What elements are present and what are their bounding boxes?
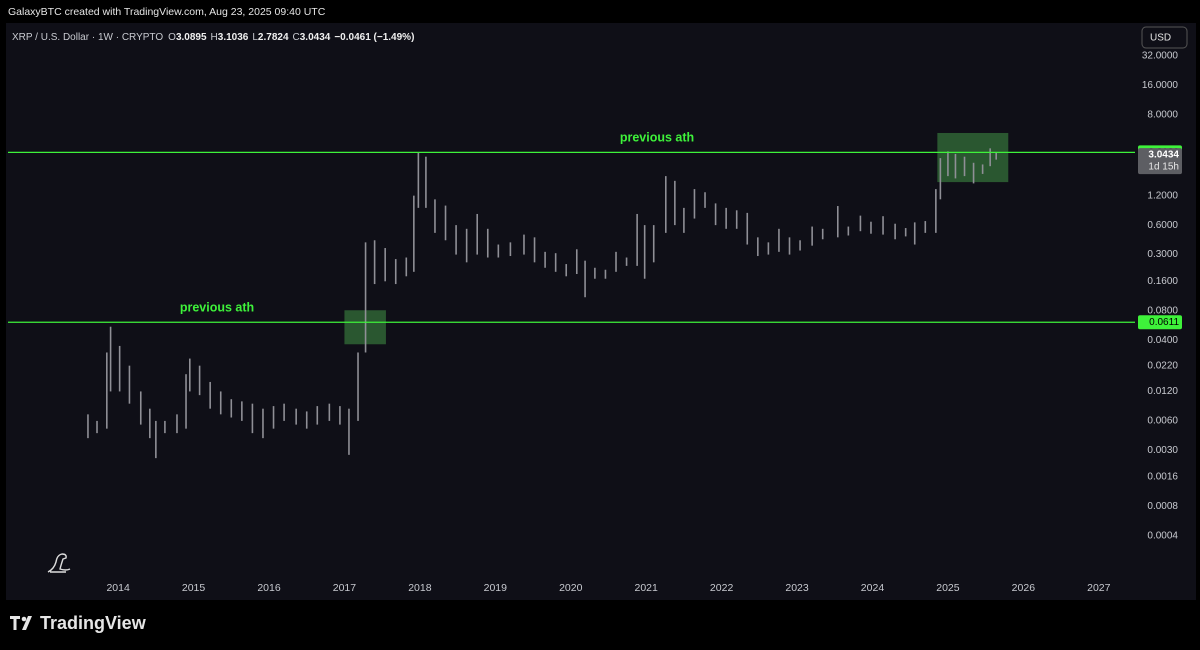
y-tick-label: 0.0008 bbox=[1147, 501, 1178, 512]
x-tick-label: 2019 bbox=[484, 582, 508, 594]
x-tick-label: 2017 bbox=[333, 582, 357, 594]
x-tick-label: 2014 bbox=[106, 582, 130, 594]
x-tick-label: 2021 bbox=[635, 582, 659, 594]
countdown-label: 1d 15h bbox=[1148, 162, 1179, 173]
x-tick-label: 2022 bbox=[710, 582, 734, 594]
x-tick-label: 2015 bbox=[182, 582, 206, 594]
last-price-label: 3.0434 bbox=[1148, 150, 1179, 161]
level-annotation: previous ath bbox=[620, 131, 694, 145]
x-tick-label: 2025 bbox=[936, 582, 960, 594]
legend-key: H bbox=[211, 32, 218, 43]
y-tick-label: 0.6000 bbox=[1147, 220, 1178, 231]
y-tick-label: 8.0000 bbox=[1147, 110, 1178, 121]
y-tick-label: 0.0120 bbox=[1147, 386, 1178, 397]
y-tick-label: 0.0004 bbox=[1147, 531, 1178, 542]
legend-key: O bbox=[168, 32, 176, 43]
level-price-label: 0.0611 bbox=[1149, 317, 1179, 328]
credit: GalaxyBTC created with TradingView.com, … bbox=[8, 6, 326, 18]
x-tick-label: 2020 bbox=[559, 582, 583, 594]
legend: XRP / U.S. Dollar · 1W · CRYPTO O3.0895 H3… bbox=[12, 32, 414, 43]
brand-name: TradingView bbox=[40, 613, 147, 633]
y-tick-label: 0.0016 bbox=[1147, 472, 1178, 483]
legend-key: C bbox=[293, 32, 300, 43]
y-tick-label: 0.0060 bbox=[1147, 416, 1178, 427]
y-tick-label: 32.0000 bbox=[1142, 51, 1179, 62]
brand-icon-dot bbox=[21, 616, 27, 622]
brand-icon bbox=[10, 616, 32, 630]
y-tick-label: 1.2000 bbox=[1147, 190, 1178, 201]
x-tick-label: 2016 bbox=[257, 582, 281, 594]
y-tick-label: 0.0800 bbox=[1147, 305, 1178, 316]
legend-value: 3.0895 bbox=[176, 32, 207, 43]
x-tick-label: 2023 bbox=[785, 582, 809, 594]
y-tick-label: 0.3000 bbox=[1147, 249, 1178, 260]
y-tick-label: 0.0030 bbox=[1147, 445, 1178, 456]
watermark-icon bbox=[47, 553, 71, 573]
currency-label[interactable]: USD bbox=[1150, 33, 1171, 44]
legend-change: −0.0461 (−1.49%) bbox=[334, 32, 414, 43]
y-tick-label: 0.0400 bbox=[1147, 335, 1178, 346]
legend-value: 3.1036 bbox=[218, 32, 249, 43]
legend-value: 2.7824 bbox=[258, 32, 289, 43]
brand-logo bbox=[10, 616, 32, 630]
legend-symbol: XRP / U.S. Dollar · 1W · CRYPTO bbox=[12, 32, 163, 43]
x-tick-label: 2024 bbox=[861, 582, 885, 594]
level-price-tag bbox=[1138, 315, 1182, 330]
y-tick-label: 0.1600 bbox=[1147, 276, 1178, 287]
x-tick-label: 2018 bbox=[408, 582, 432, 594]
x-tick-label: 2026 bbox=[1012, 582, 1036, 594]
chart-pane bbox=[6, 23, 1196, 600]
legend-key: L bbox=[252, 32, 258, 43]
legend-value: 3.0434 bbox=[300, 32, 331, 43]
last-price-tag bbox=[1138, 148, 1182, 175]
level-annotation: previous ath bbox=[180, 301, 254, 315]
x-tick-label: 2027 bbox=[1087, 582, 1111, 594]
y-tick-label: 16.0000 bbox=[1142, 80, 1179, 91]
y-tick-label: 0.0220 bbox=[1147, 360, 1178, 371]
currency-button[interactable] bbox=[1141, 26, 1188, 49]
